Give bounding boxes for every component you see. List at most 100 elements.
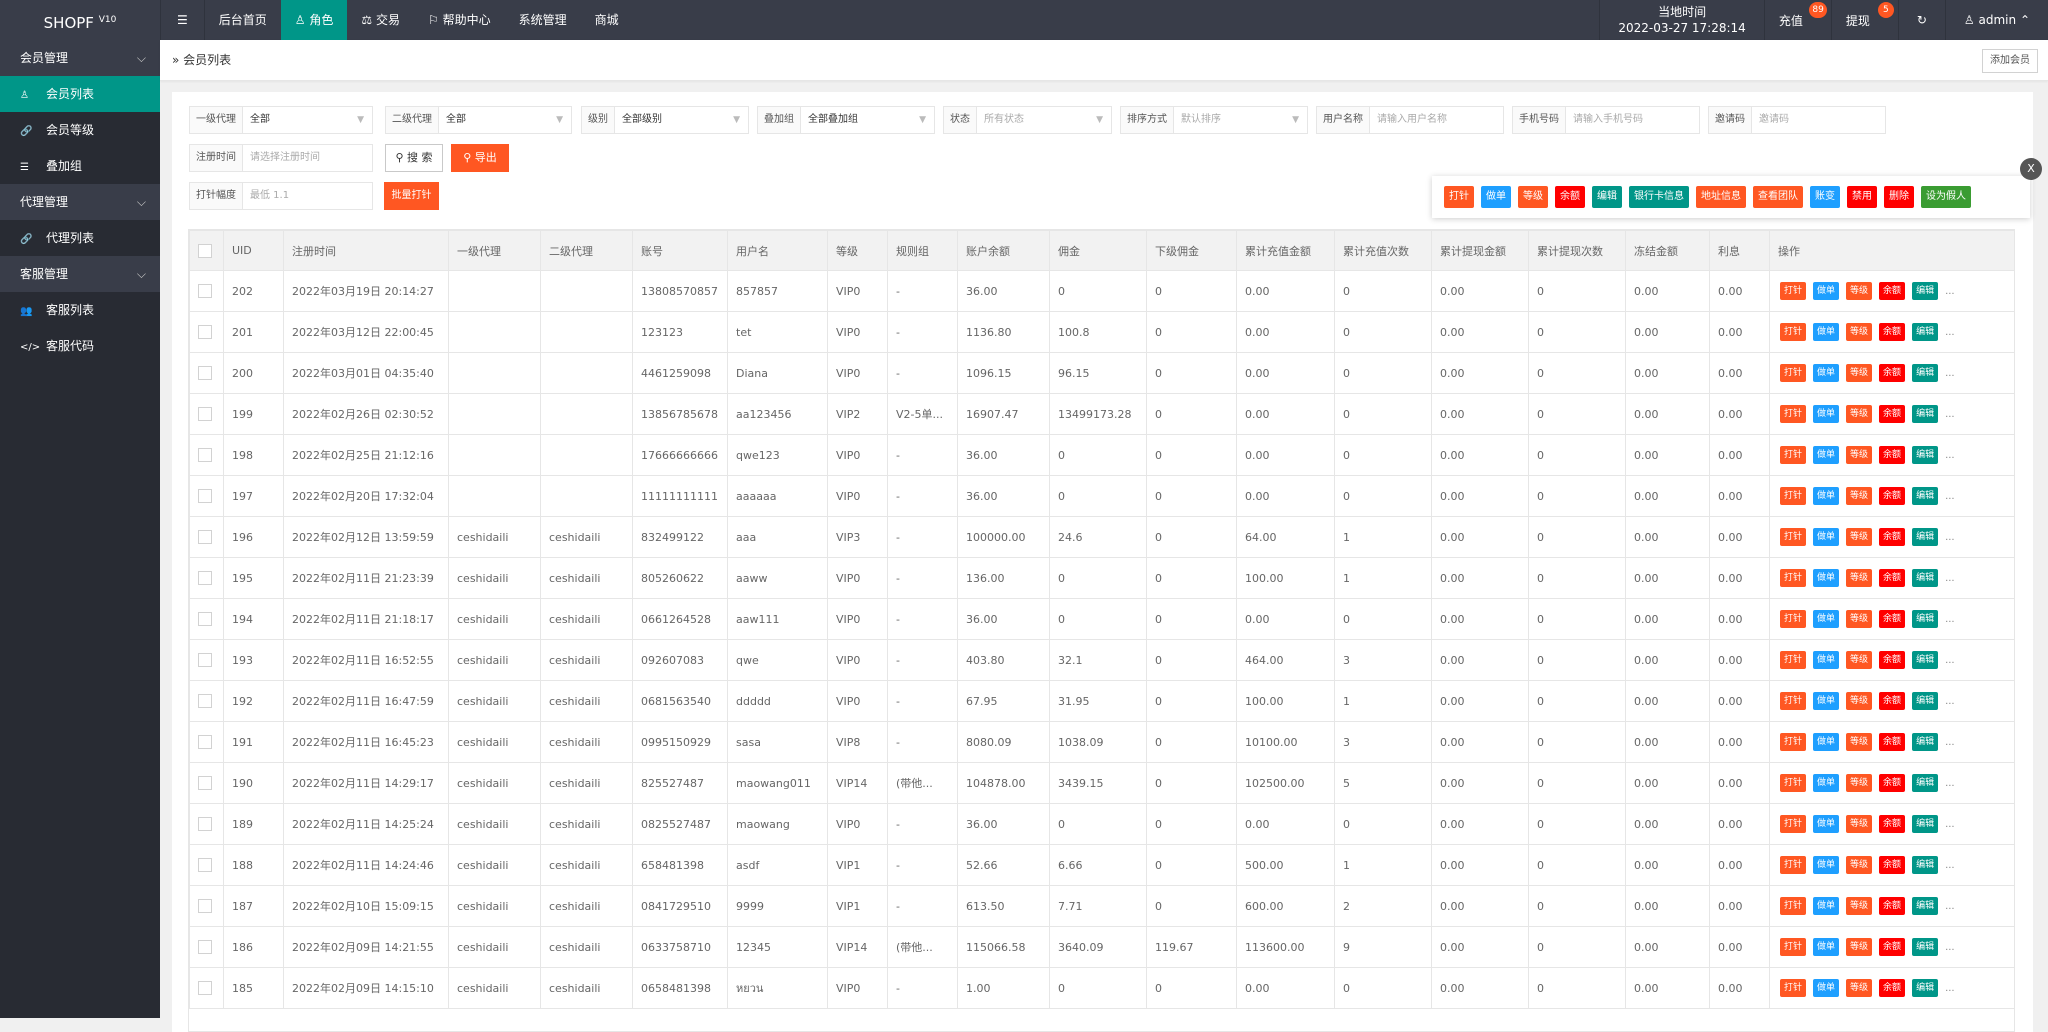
action-button-0[interactable]: 打针 xyxy=(1780,815,1807,833)
nav-role[interactable]: ♙ 角色 xyxy=(280,0,348,40)
action-button-4[interactable]: 编辑 xyxy=(1912,815,1939,833)
action-button-1[interactable]: 做单 xyxy=(1813,692,1840,710)
level-select[interactable]: 级别 全部级别 ▼ xyxy=(581,106,749,134)
action-button-4[interactable]: 编辑 xyxy=(1912,774,1939,792)
action-button-0[interactable]: 打针 xyxy=(1780,733,1807,751)
action-button-1[interactable]: 做单 xyxy=(1813,569,1840,587)
more-actions-button[interactable]: ... xyxy=(1945,736,1955,748)
action-button-4[interactable]: 编辑 xyxy=(1912,938,1939,956)
action-button-3[interactable]: 余额 xyxy=(1879,446,1906,464)
sidebar-group-1[interactable]: 代理管理 ⌵ xyxy=(0,184,160,220)
nav-system[interactable]: 系统管理 xyxy=(518,13,567,27)
checkbox-cell[interactable] xyxy=(189,926,224,968)
sidebar-item[interactable]: ☰ 叠加组 xyxy=(0,148,160,184)
nav-home[interactable]: 后台首页 xyxy=(218,13,267,27)
action-button-0[interactable]: 打针 xyxy=(1780,446,1807,464)
action-button-1[interactable]: 做单 xyxy=(1813,610,1840,628)
group-select[interactable]: 叠加组 全部叠加组 ▼ xyxy=(757,106,935,134)
checkbox-cell[interactable] xyxy=(189,844,224,886)
action-button-1[interactable]: 做单 xyxy=(1813,323,1840,341)
username-input[interactable]: 用户名称 请输入用户名称 xyxy=(1316,106,1504,134)
withdraw-button[interactable]: 提现 5 xyxy=(1830,0,1898,40)
action-button-3[interactable]: 余额 xyxy=(1879,569,1906,587)
action-button-4[interactable]: 编辑 xyxy=(1912,446,1939,464)
export-button[interactable]: ⚲ 导出 xyxy=(451,144,509,172)
checkbox-cell[interactable] xyxy=(189,393,224,435)
action-button-1[interactable]: 做单 xyxy=(1813,856,1840,874)
action-button-0[interactable]: 打针 xyxy=(1780,364,1807,382)
action-button-0[interactable]: 打针 xyxy=(1780,323,1807,341)
action-button-3[interactable]: 余额 xyxy=(1879,692,1906,710)
popup-action-button[interactable]: 账变 xyxy=(1810,186,1840,208)
action-button-4[interactable]: 编辑 xyxy=(1912,569,1939,587)
user-menu[interactable]: ♙ admin ⌃ xyxy=(1944,0,2048,40)
action-button-2[interactable]: 等级 xyxy=(1846,774,1873,792)
checkbox-cell[interactable] xyxy=(189,598,224,640)
menu-toggle-icon[interactable]: ☰ xyxy=(160,0,205,40)
action-button-4[interactable]: 编辑 xyxy=(1912,897,1939,915)
action-button-3[interactable]: 余额 xyxy=(1879,815,1906,833)
row-checkbox[interactable] xyxy=(198,735,212,749)
action-button-2[interactable]: 等级 xyxy=(1846,323,1873,341)
checkbox-cell[interactable] xyxy=(189,475,224,517)
checkbox-cell[interactable] xyxy=(189,885,224,927)
checkbox-cell[interactable] xyxy=(189,639,224,681)
popup-action-button[interactable]: 打针 xyxy=(1444,186,1474,208)
more-actions-button[interactable]: ... xyxy=(1945,531,1955,543)
action-button-1[interactable]: 做单 xyxy=(1813,282,1840,300)
popup-action-button[interactable]: 编辑 xyxy=(1592,186,1622,208)
action-button-1[interactable]: 做单 xyxy=(1813,938,1840,956)
row-checkbox[interactable] xyxy=(198,776,212,790)
sidebar-item[interactable]: 👥 客服列表 xyxy=(0,292,160,328)
action-button-4[interactable]: 编辑 xyxy=(1912,282,1939,300)
batch-inject-button[interactable]: 批量打针 xyxy=(384,182,439,210)
sidebar-item[interactable]: 🔗 会员等级 xyxy=(0,112,160,148)
action-button-2[interactable]: 等级 xyxy=(1846,733,1873,751)
more-actions-button[interactable]: ... xyxy=(1945,818,1955,830)
action-button-4[interactable]: 编辑 xyxy=(1912,651,1939,669)
action-button-2[interactable]: 等级 xyxy=(1846,979,1873,997)
nav-mall[interactable]: 商城 xyxy=(594,13,619,27)
sidebar-group-0[interactable]: 会员管理 ⌵ xyxy=(0,40,160,76)
refresh-icon[interactable]: ↻ xyxy=(1897,0,1945,40)
row-checkbox[interactable] xyxy=(198,571,212,585)
action-button-3[interactable]: 余额 xyxy=(1879,364,1906,382)
action-button-3[interactable]: 余额 xyxy=(1879,323,1906,341)
action-button-4[interactable]: 编辑 xyxy=(1912,979,1939,997)
action-button-1[interactable]: 做单 xyxy=(1813,651,1840,669)
more-actions-button[interactable]: ... xyxy=(1945,654,1955,666)
checkbox-cell[interactable] xyxy=(189,557,224,599)
regtime-input[interactable]: 注册时间 请选择注册时间 xyxy=(189,144,373,172)
popup-action-button[interactable]: 余额 xyxy=(1555,186,1585,208)
action-button-2[interactable]: 等级 xyxy=(1846,856,1873,874)
action-button-0[interactable]: 打针 xyxy=(1780,282,1807,300)
recharge-button[interactable]: 充值 89 xyxy=(1763,0,1831,40)
close-popup-button[interactable]: X xyxy=(2020,158,2042,180)
nav-help[interactable]: ⚐ 帮助中心 xyxy=(414,0,505,40)
action-button-4[interactable]: 编辑 xyxy=(1912,364,1939,382)
amplitude-input[interactable]: 打针幅度 最低 1.1 xyxy=(189,182,373,210)
checkbox-cell[interactable] xyxy=(189,680,224,722)
action-button-0[interactable]: 打针 xyxy=(1780,897,1807,915)
more-actions-button[interactable]: ... xyxy=(1945,859,1955,871)
action-button-4[interactable]: 编辑 xyxy=(1912,405,1939,423)
row-checkbox[interactable] xyxy=(198,653,212,667)
action-button-2[interactable]: 等级 xyxy=(1846,651,1873,669)
checkbox-cell[interactable] xyxy=(189,762,224,804)
more-actions-button[interactable]: ... xyxy=(1945,408,1955,420)
action-button-0[interactable]: 打针 xyxy=(1780,487,1807,505)
action-button-4[interactable]: 编辑 xyxy=(1912,528,1939,546)
more-actions-button[interactable]: ... xyxy=(1945,285,1955,297)
action-button-3[interactable]: 余额 xyxy=(1879,979,1906,997)
more-actions-button[interactable]: ... xyxy=(1945,613,1955,625)
more-actions-button[interactable]: ... xyxy=(1945,777,1955,789)
agent2-select[interactable]: 二级代理 全部 ▼ xyxy=(385,106,572,134)
action-button-1[interactable]: 做单 xyxy=(1813,487,1840,505)
action-button-0[interactable]: 打针 xyxy=(1780,569,1807,587)
popup-action-button[interactable]: 银行卡信息 xyxy=(1629,186,1689,208)
nav-trade[interactable]: ⚖ 交易 xyxy=(347,0,414,40)
agent1-select[interactable]: 一级代理 全部 ▼ xyxy=(189,106,373,134)
action-button-0[interactable]: 打针 xyxy=(1780,979,1807,997)
checkbox-cell[interactable] xyxy=(189,434,224,476)
checkbox-cell[interactable] xyxy=(189,967,224,1009)
